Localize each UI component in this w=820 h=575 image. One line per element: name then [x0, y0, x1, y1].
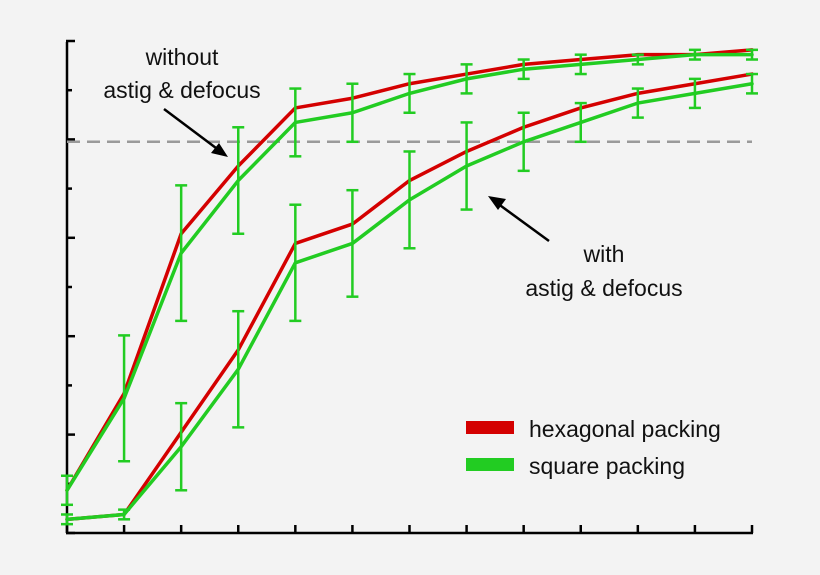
- legend-label-hexagonal: hexagonal packing: [529, 416, 721, 442]
- legend: hexagonal packing square packing: [466, 416, 721, 479]
- error-bar: [118, 334, 131, 463]
- error-bar: [517, 111, 530, 173]
- error-bar: [61, 513, 73, 526]
- x-ticks: [65, 525, 754, 533]
- legend-swatch-hexagonal: [466, 421, 514, 434]
- error-bar: [460, 121, 473, 211]
- annotation-with-line2: astig & defocus: [525, 275, 682, 301]
- error-bar: [460, 63, 473, 95]
- series-3-with: [61, 72, 758, 526]
- legend-swatch-square: [466, 458, 514, 471]
- error-bar: [631, 87, 644, 119]
- annotation-without-line1: without: [145, 44, 219, 70]
- error-bar: [631, 53, 644, 66]
- annotation-without-arrow: [163, 108, 228, 157]
- axes: [65, 39, 754, 535]
- series-1-without: [61, 48, 758, 507]
- error-bar: [403, 72, 416, 115]
- error-bar: [175, 401, 188, 492]
- annotations: without astig & defocus with astig & def…: [103, 44, 682, 301]
- annotation-with-line1: with: [583, 241, 625, 267]
- error-bar: [232, 309, 245, 429]
- error-bar: [688, 48, 701, 61]
- error-bar: [746, 48, 758, 61]
- error-bar: [688, 77, 701, 110]
- legend-label-square: square packing: [529, 453, 685, 479]
- error-bar: [746, 72, 758, 95]
- annotation-without-line2: astig & defocus: [103, 77, 260, 103]
- error-bar: [574, 53, 587, 76]
- error-bar: [346, 82, 359, 144]
- error-bar: [61, 474, 73, 507]
- error-bar: [346, 188, 359, 298]
- series-layer: [61, 48, 758, 526]
- error-bar: [232, 126, 245, 236]
- error-bar: [289, 203, 302, 323]
- error-bar: [403, 150, 416, 250]
- error-bar: [517, 58, 530, 81]
- error-bar: [118, 508, 131, 521]
- annotation-with-arrow: [488, 196, 550, 243]
- error-bar: [175, 184, 188, 323]
- error-bar: [289, 87, 302, 158]
- error-bar: [574, 101, 587, 144]
